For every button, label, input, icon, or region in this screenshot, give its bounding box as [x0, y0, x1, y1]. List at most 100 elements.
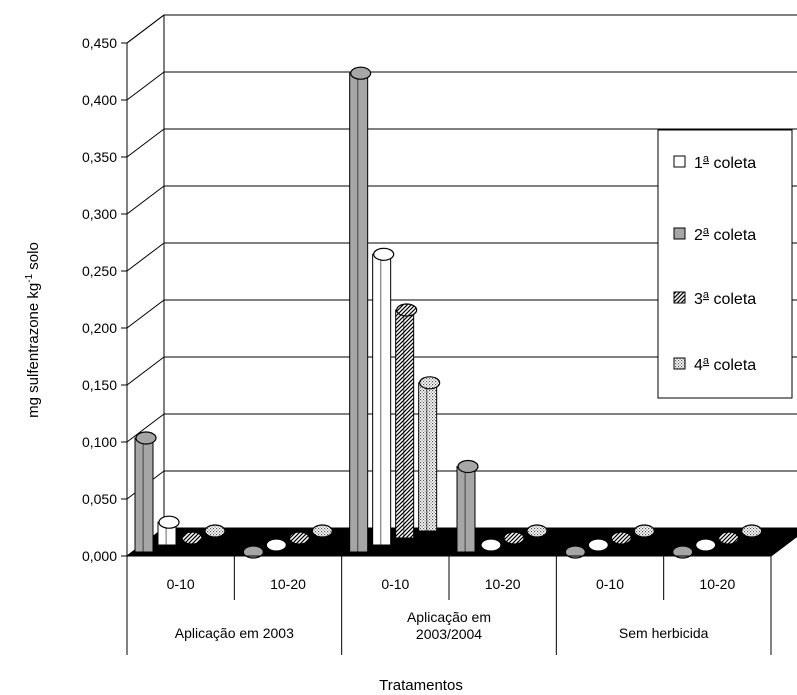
- legend-swatch-2: [673, 227, 686, 240]
- y-axis-label: mg sulfentrazone kg-1 solo: [24, 242, 42, 418]
- bar-cap: [204, 524, 226, 538]
- legend-swatch-3: [673, 291, 686, 304]
- bar-cap: [672, 545, 694, 559]
- bar-cap: [350, 66, 372, 80]
- bar-cap: [741, 524, 763, 538]
- y-axis-label-sup: -1: [24, 273, 35, 282]
- bar: [265, 538, 287, 552]
- bar-cap: [396, 303, 418, 317]
- gridline-side: [126, 413, 165, 443]
- bar: [633, 524, 655, 538]
- y-tick-label: 0,050: [82, 491, 117, 507]
- bar-cap: [480, 538, 502, 552]
- bar-cap: [311, 524, 333, 538]
- bar: [526, 524, 548, 538]
- bar-cap: [265, 538, 287, 552]
- y-tick-label: 0,100: [82, 434, 117, 450]
- legend-label-1-text: coleta: [709, 155, 756, 172]
- legend-label-2: 2a coleta: [694, 225, 756, 244]
- legend-swatch-4: [673, 357, 686, 370]
- x-tick-label: 0-10: [596, 576, 624, 592]
- x-group-label: Sem herbicida: [619, 625, 709, 641]
- legend-label-4-text: coleta: [709, 357, 756, 374]
- bar: [157, 515, 180, 546]
- bar: [181, 531, 203, 545]
- bar-body: [418, 382, 438, 532]
- bar: [564, 545, 586, 559]
- gridline-side: [126, 71, 165, 101]
- y-axis-label-suffix: solo: [25, 242, 42, 274]
- legend-label-2-text: coleta: [709, 227, 756, 244]
- x-tick-label: 10-20: [270, 576, 306, 592]
- bar: [134, 431, 157, 553]
- legend-item-1: 1a coleta: [673, 153, 756, 172]
- bar: [204, 524, 226, 538]
- bar: [503, 531, 525, 545]
- bar: [288, 531, 310, 545]
- bar-body: [134, 437, 154, 553]
- gridline-side: [126, 128, 165, 158]
- legend-label-1: 1a coleta: [694, 153, 756, 172]
- y-tick-label: 0,150: [82, 377, 117, 393]
- legend-label-4-num: 4: [694, 357, 703, 374]
- bar: [718, 531, 740, 545]
- legend-label-1-sup: a: [703, 153, 710, 165]
- bar: [741, 524, 763, 538]
- bar-cap: [181, 531, 203, 545]
- bars: [134, 66, 763, 559]
- y-tick-label: 0,400: [82, 92, 117, 108]
- bar: [480, 538, 502, 552]
- legend-item-3: 3a coleta: [673, 289, 756, 308]
- x-tick-label: 0-10: [381, 576, 409, 592]
- x-axis-table: 0-10 10-20 0-10 10-20 0-10 10-20 Aplicação em …: [126, 556, 772, 655]
- legend-label-2-sup: a: [703, 225, 710, 237]
- bar-cap: [419, 376, 441, 390]
- y-tick-label: 0,000: [82, 548, 117, 564]
- bar-cap: [242, 545, 264, 559]
- y-axis: 0,000 0,050 0,100 0,150 0,200 0,250 0,300 0,350…: [82, 35, 127, 564]
- bar: [349, 66, 372, 553]
- bar-cap: [503, 531, 525, 545]
- bar-body: [349, 72, 369, 553]
- bar-cap: [610, 531, 632, 545]
- floor-edge-right: [770, 535, 797, 557]
- x-tick-label: 0-10: [167, 576, 195, 592]
- legend-item-2: 2a coleta: [673, 225, 756, 244]
- bar-cap: [526, 524, 548, 538]
- x-group-label: 2003/2004: [416, 626, 482, 642]
- bar-body: [372, 253, 392, 546]
- bar-body: [395, 309, 415, 539]
- legend-label-3-num: 3: [694, 291, 703, 308]
- legend-label-3: 3a coleta: [694, 289, 756, 308]
- y-tick-label: 0,300: [82, 206, 117, 222]
- legend-label-4: 4a coleta: [694, 355, 756, 374]
- bar: [456, 459, 479, 553]
- legend-label-2-num: 2: [694, 227, 703, 244]
- bar: [242, 545, 264, 559]
- bar: [672, 545, 694, 559]
- bar-body: [456, 466, 476, 553]
- y-tick-label: 0,250: [82, 263, 117, 279]
- bar-cap: [633, 524, 655, 538]
- x-group-label: Aplicação em: [407, 609, 491, 625]
- bar-cap: [587, 538, 609, 552]
- legend-box: [657, 129, 793, 399]
- bar: [587, 538, 609, 552]
- y-tick-label: 0,450: [82, 35, 117, 51]
- y-tick-label: 0,200: [82, 320, 117, 336]
- bar: [610, 531, 632, 545]
- bar-cap: [457, 459, 479, 474]
- gridline-side: [126, 185, 165, 215]
- legend-item-4: 4a coleta: [673, 355, 756, 374]
- gridline-side: [126, 356, 165, 386]
- legend-label-4-sup: a: [703, 355, 710, 367]
- x-axis-label: Tratamentos: [379, 677, 463, 694]
- bar-cap: [718, 531, 740, 545]
- bar-cap: [695, 538, 717, 552]
- legend-label-3-text: coleta: [709, 291, 756, 308]
- bar: [395, 303, 418, 539]
- bar-cap: [564, 545, 586, 559]
- gridline-side: [126, 242, 165, 272]
- legend-label-1-num: 1: [694, 155, 703, 172]
